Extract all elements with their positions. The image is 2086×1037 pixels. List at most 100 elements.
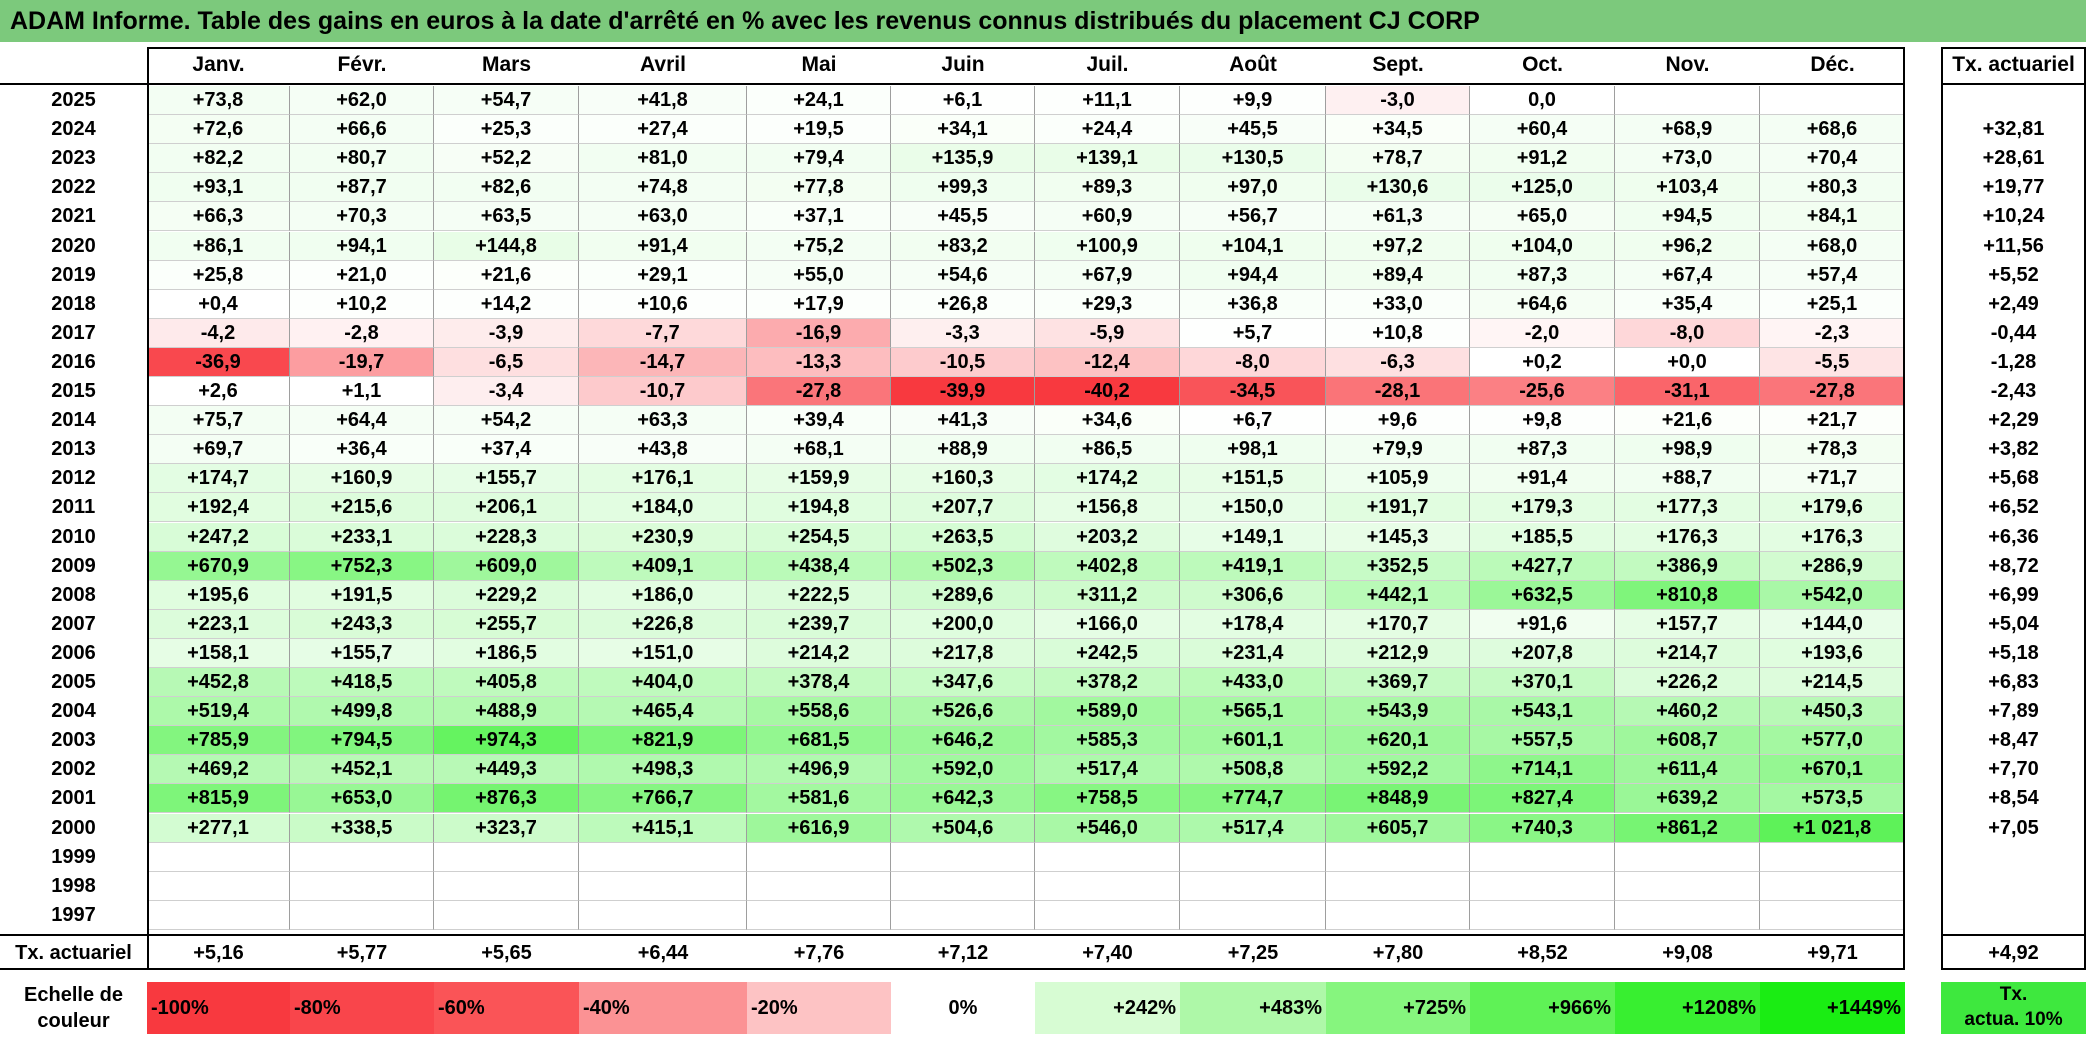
- heat-cell: +73,8: [147, 86, 290, 116]
- row-rate: -2,43: [1990, 380, 2037, 402]
- year-label: 2025: [51, 89, 96, 111]
- heat-cell: [747, 900, 891, 930]
- footer-rule-right: [1941, 933, 2086, 936]
- heat-cell: +611,4: [1615, 755, 1760, 785]
- heat-cell: +311,2: [1035, 580, 1180, 610]
- row-rate: +10,24: [1982, 205, 2045, 228]
- heat-cell: +646,2: [891, 726, 1035, 756]
- heat-cell: +68,1: [747, 435, 891, 465]
- heat-cell: +170,7: [1326, 609, 1470, 639]
- heat-cell: +465,4: [579, 697, 747, 727]
- heat-cell: +639,2: [1615, 784, 1760, 814]
- heat-cell: [1180, 842, 1326, 872]
- heat-cell: +609,0: [434, 551, 579, 581]
- heat-cell: +89,4: [1326, 260, 1470, 290]
- heat-cell: +565,1: [1180, 697, 1326, 727]
- heat-cell: [579, 900, 747, 930]
- heat-cell: +54,7: [434, 86, 579, 116]
- row-rate: +7,70: [1988, 758, 2039, 781]
- heat-cell: [1035, 900, 1180, 930]
- heat-cell: -3,9: [434, 318, 579, 348]
- heat-cell: +581,6: [747, 784, 891, 814]
- heat-cell: +86,1: [147, 231, 290, 261]
- heat-cell: +36,4: [290, 435, 434, 465]
- heat-cell: +369,7: [1326, 668, 1470, 698]
- heat-cell: +433,0: [1180, 668, 1326, 698]
- heat-cell: +9,9: [1180, 86, 1326, 116]
- heat-cell: +75,2: [747, 231, 891, 261]
- heat-cell: -7,7: [579, 318, 747, 348]
- heat-cell: -27,8: [747, 377, 891, 407]
- heat-cell: -6,5: [434, 347, 579, 377]
- year-label: 2014: [51, 409, 96, 432]
- heat-cell: +78,7: [1326, 144, 1470, 174]
- heat-cell: +62,0: [290, 86, 434, 116]
- heat-cell: [290, 900, 434, 930]
- scale-swatch: -80%: [290, 981, 434, 1034]
- year-label: 2018: [51, 292, 96, 315]
- heat-cell: +192,4: [147, 493, 290, 523]
- heat-cell: +620,1: [1326, 726, 1470, 756]
- header-rule: [0, 83, 1905, 85]
- footer-label: Tx. actuariel: [15, 941, 132, 964]
- heat-cell: +6,1: [891, 86, 1035, 116]
- heat-cell: +194,8: [747, 493, 891, 523]
- heat-cell: +104,0: [1470, 231, 1615, 261]
- heat-cell: +542,0: [1760, 580, 1905, 610]
- heat-cell: +14,2: [434, 289, 579, 319]
- heat-cell: +178,4: [1180, 609, 1326, 639]
- heat-cell: +82,2: [147, 144, 290, 174]
- row-rate: [1941, 843, 2086, 872]
- heat-cell: +404,0: [579, 668, 747, 698]
- heat-cell: +186,5: [434, 638, 579, 668]
- heat-cell: +601,1: [1180, 726, 1326, 756]
- heat-cell: +151,5: [1180, 464, 1326, 494]
- heat-cell: +135,9: [891, 144, 1035, 174]
- heat-cell: +215,6: [290, 493, 434, 523]
- heat-cell: -10,7: [579, 377, 747, 407]
- heat-cell: [1615, 842, 1760, 872]
- heat-cell: +79,9: [1326, 435, 1470, 465]
- heat-cell: +54,2: [434, 406, 579, 436]
- heat-cell: +94,5: [1615, 202, 1760, 232]
- footer-rate: +5,77: [336, 941, 388, 964]
- heat-cell: +449,3: [434, 755, 579, 785]
- heat-cell: [1470, 842, 1615, 872]
- heat-cell: +378,2: [1035, 668, 1180, 698]
- row-rate: +7,05: [1988, 816, 2039, 839]
- year-label: 2011: [51, 496, 96, 519]
- heat-cell: +72,6: [147, 115, 290, 145]
- heat-cell: +415,1: [579, 813, 747, 843]
- heat-cell: +347,6: [891, 668, 1035, 698]
- heat-cell: -8,0: [1180, 347, 1326, 377]
- heat-cell: +450,3: [1760, 697, 1905, 727]
- heat-cell: +43,8: [579, 435, 747, 465]
- heat-cell: +81,0: [579, 144, 747, 174]
- heat-cell: [1760, 900, 1905, 930]
- heat-cell: +37,4: [434, 435, 579, 465]
- heat-cell: +65,0: [1470, 202, 1615, 232]
- heat-cell: +55,0: [747, 260, 891, 290]
- heat-cell: +502,3: [891, 551, 1035, 581]
- heat-cell: +66,3: [147, 202, 290, 232]
- heat-cell: +974,3: [434, 726, 579, 756]
- scale-swatch: +242%: [1035, 981, 1180, 1034]
- heat-cell: +810,8: [1615, 580, 1760, 610]
- heat-cell: +286,9: [1760, 551, 1905, 581]
- heat-cell: +179,6: [1760, 493, 1905, 523]
- year-label: 1998: [51, 874, 96, 897]
- row-rate: +11,56: [1983, 234, 2044, 257]
- heat-cell: +1,1: [290, 377, 434, 407]
- heat-cell: +452,8: [147, 668, 290, 698]
- heat-cell: +91,6: [1470, 609, 1615, 639]
- heat-cell: +83,2: [891, 231, 1035, 261]
- footer-rate: +7,40: [1082, 941, 1133, 964]
- month-header: Janv.: [192, 53, 245, 76]
- heat-cell: +222,5: [747, 580, 891, 610]
- month-header: Nov.: [1665, 53, 1710, 76]
- scale-swatch: +1449%: [1760, 981, 1905, 1034]
- month-header: Déc.: [1810, 53, 1855, 76]
- year-label: 2007: [51, 612, 96, 635]
- heat-cell: +827,4: [1470, 784, 1615, 814]
- heat-cell: +378,4: [747, 668, 891, 698]
